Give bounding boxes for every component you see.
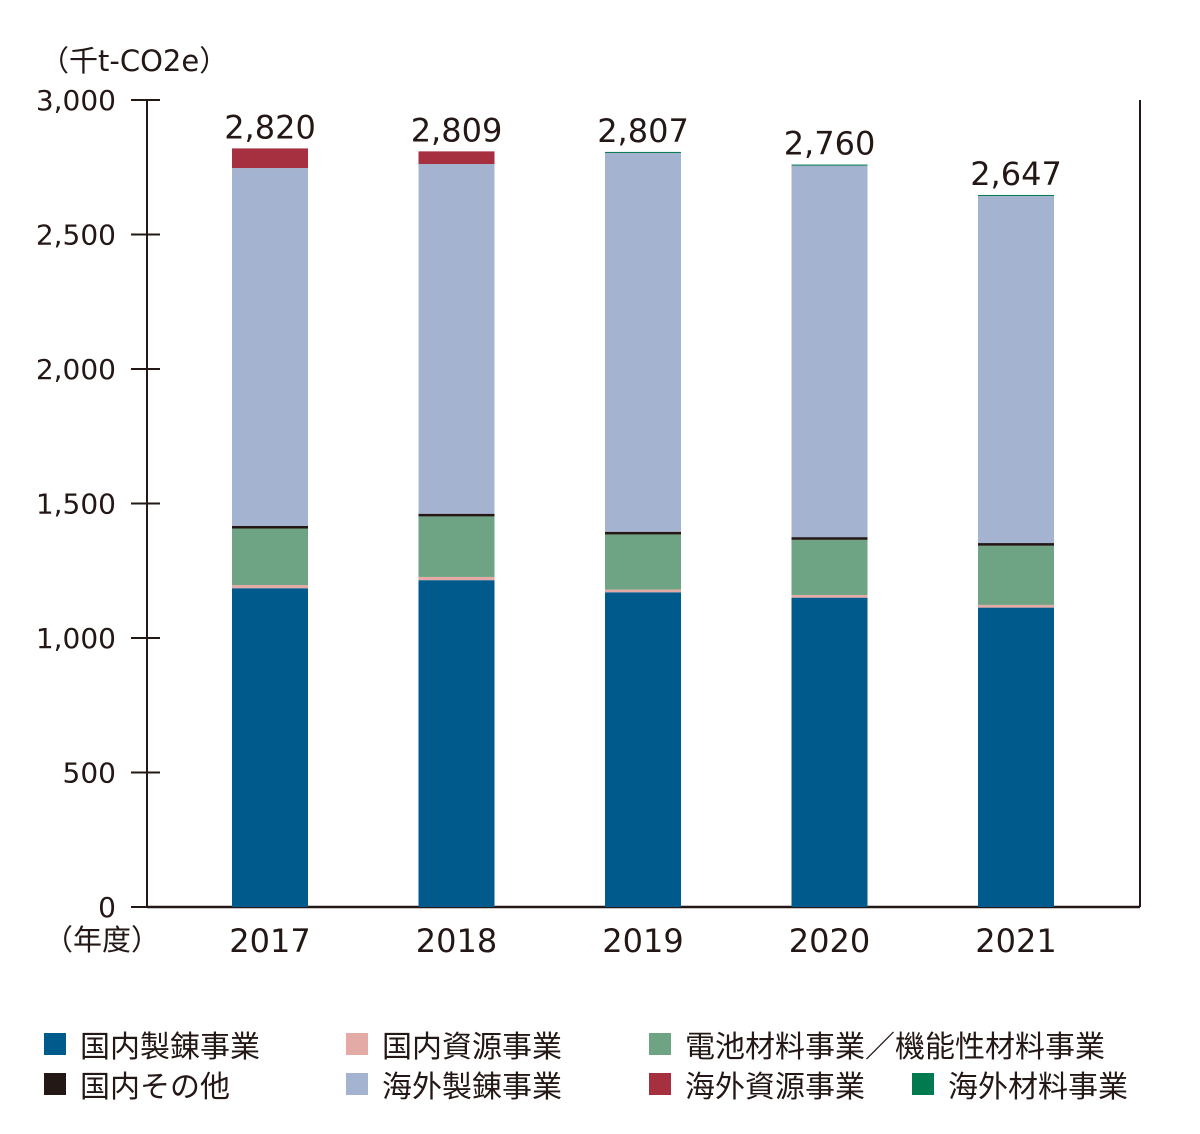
bar-segment [791, 165, 868, 538]
legend-item: 国内製錬事業 [44, 1022, 260, 1066]
total-label: 2,809 [411, 111, 503, 149]
legend-item: 電池材料事業／機能性材料事業 [649, 1022, 1105, 1066]
bar-segment [418, 580, 495, 907]
y-axis-unit-label: （千t-CO2e） [40, 44, 229, 78]
y-tick-label: 2,000 [36, 353, 116, 386]
legend-item: 海外製錬事業 [346, 1062, 562, 1106]
bar-segment [232, 528, 308, 586]
x-tick-label: 2018 [416, 922, 497, 960]
legend-label: 国内製錬事業 [80, 1030, 260, 1065]
legend-label: 海外製錬事業 [382, 1070, 562, 1105]
bar-segment [605, 592, 681, 907]
x-tick-labels: 2017 2018 2019 2020 2021 [229, 922, 1056, 960]
x-tick-label: 2021 [975, 922, 1056, 960]
legend-swatch [649, 1033, 671, 1055]
bar-segment [791, 597, 868, 907]
bar-segment [418, 513, 495, 517]
legend-item: 国内その他 [44, 1062, 230, 1106]
y-tick-label: 2,500 [36, 219, 116, 252]
bar-segment [605, 531, 681, 535]
bar-segment [605, 589, 681, 593]
bar-segment [978, 604, 1054, 608]
bar-segment [418, 151, 495, 165]
bar-segment [791, 539, 868, 595]
bar-segment [605, 152, 681, 532]
legend-item: 国内資源事業 [346, 1022, 562, 1066]
x-tick-label: 2017 [229, 922, 310, 960]
bar-segment [978, 607, 1054, 907]
y-tick-label: 0 [98, 891, 116, 924]
y-ticks: 0 500 1,000 1,500 2,000 2,500 3,000 [36, 84, 160, 924]
total-label: 2,807 [597, 112, 689, 150]
legend-item: 海外資源事業 [649, 1062, 865, 1106]
bar-segment [418, 576, 495, 581]
legend-label: 海外資源事業 [685, 1070, 865, 1105]
legend-swatch [346, 1073, 368, 1095]
bar-segment [232, 585, 308, 589]
legend-label: 電池材料事業／機能性材料事業 [685, 1030, 1105, 1065]
bar-segment [418, 164, 495, 514]
legend-swatch [44, 1033, 66, 1055]
x-axis-label: （年度） [44, 923, 160, 957]
legend-label: 海外材料事業 [948, 1070, 1128, 1105]
bar-segment [978, 195, 1054, 544]
legend-label: 国内資源事業 [382, 1030, 562, 1065]
bar-segment [791, 537, 868, 540]
bar-segment [232, 588, 308, 907]
total-label: 2,820 [224, 108, 316, 146]
legend-label: 国内その他 [80, 1070, 230, 1105]
legend-swatch [649, 1073, 671, 1095]
bar-segment [232, 148, 308, 169]
y-tick-label: 500 [63, 757, 116, 790]
y-tick-label: 3,000 [36, 84, 116, 117]
bar-segment [418, 516, 495, 577]
x-tick-label: 2020 [789, 922, 870, 960]
y-tick-label: 1,500 [36, 488, 116, 521]
bar-segment [791, 594, 868, 598]
bar-segment [791, 164, 868, 166]
legend-swatch [346, 1033, 368, 1055]
bar-segment [232, 525, 308, 529]
bar-segment [605, 534, 681, 590]
total-label: 2,760 [784, 125, 876, 163]
total-label: 2,647 [970, 155, 1062, 193]
bar-segment [978, 194, 1054, 196]
bar-segment [978, 545, 1054, 605]
legend-swatch [44, 1073, 66, 1095]
bar-segment [978, 543, 1054, 546]
bar-segment [605, 151, 681, 153]
legend-item: 海外材料事業 [912, 1062, 1128, 1106]
bar-segment [232, 168, 308, 526]
y-tick-label: 1,000 [36, 622, 116, 655]
bars [232, 148, 1054, 907]
legend-swatch [912, 1073, 934, 1095]
total-labels: 2,820 2,809 2,807 2,760 2,647 [224, 108, 1062, 193]
x-tick-label: 2019 [602, 922, 683, 960]
